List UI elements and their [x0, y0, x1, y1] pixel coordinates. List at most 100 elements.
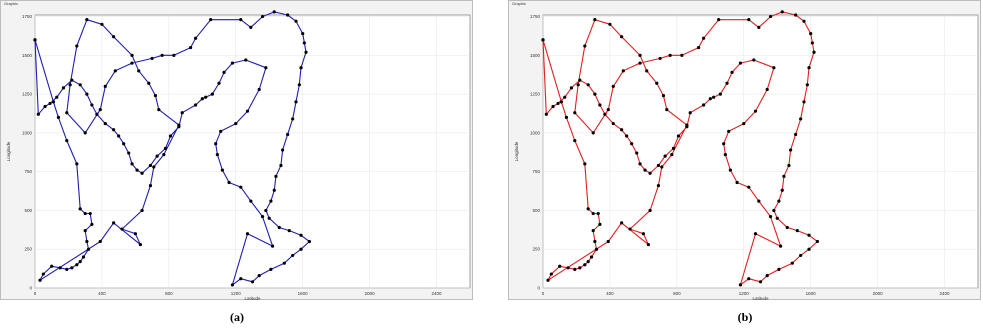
- city-point: [138, 242, 143, 247]
- city-point: [98, 108, 102, 112]
- city-point: [234, 121, 238, 126]
- city-point: [646, 242, 651, 247]
- city-point: [638, 53, 642, 57]
- panel-title: Graphic: [4, 1, 19, 6]
- city-point: [558, 264, 562, 268]
- city-point: [648, 208, 652, 213]
- city-point: [559, 100, 564, 104]
- city-point: [249, 25, 253, 30]
- figure-caption-b: (b): [737, 310, 753, 324]
- city-point: [708, 97, 712, 101]
- city-point: [58, 266, 62, 270]
- city-point: [777, 199, 781, 203]
- city-point: [282, 261, 286, 265]
- city-point: [75, 44, 79, 48]
- city-point: [172, 53, 176, 57]
- city-point: [768, 215, 773, 219]
- city-point: [65, 139, 69, 143]
- city-point: [780, 188, 784, 192]
- city-point: [621, 69, 625, 73]
- city-point: [36, 112, 40, 116]
- x-tick-label: 1200: [231, 291, 242, 296]
- y-tick-label: 1000: [22, 130, 33, 135]
- city-point: [583, 263, 587, 267]
- city-point: [718, 92, 722, 96]
- city-point: [103, 84, 107, 88]
- city-point: [569, 86, 574, 90]
- city-point: [147, 81, 151, 85]
- city-point: [578, 78, 582, 82]
- city-point: [591, 211, 595, 216]
- city-point: [257, 87, 261, 92]
- city-point: [815, 239, 819, 244]
- city-point: [33, 38, 37, 42]
- city-point: [230, 61, 235, 65]
- city-point: [752, 58, 756, 62]
- city-point: [753, 232, 758, 236]
- city-point: [807, 247, 811, 251]
- x-tick-label: 0: [34, 291, 37, 296]
- city-point: [546, 278, 550, 282]
- x-axis-label: Latitude: [752, 296, 769, 301]
- city-point: [787, 163, 791, 168]
- city-point: [671, 146, 676, 150]
- city-point: [177, 125, 181, 129]
- city-point: [747, 18, 751, 22]
- y-tick-label: 1500: [530, 53, 541, 58]
- city-point: [245, 232, 250, 236]
- city-point: [239, 185, 243, 189]
- city-point: [217, 81, 221, 85]
- city-point: [772, 208, 776, 213]
- route-plot-a: 0 400 800 1200 1600 2000 2400 0 250 500 750 1000 125…: [6, 10, 471, 301]
- city-point: [140, 208, 144, 213]
- city-point: [163, 146, 168, 150]
- city-point: [789, 148, 793, 152]
- city-point: [753, 109, 758, 113]
- city-point: [611, 121, 615, 126]
- city-point: [220, 168, 224, 172]
- x-axis-label: Latitude: [244, 296, 261, 301]
- city-point: [802, 19, 806, 23]
- city-point: [549, 272, 553, 276]
- city-point: [594, 247, 599, 251]
- city-point: [294, 19, 298, 23]
- city-point: [635, 151, 639, 155]
- city-point: [655, 81, 659, 85]
- y-tick-label: 250: [24, 247, 32, 252]
- city-point: [274, 174, 278, 178]
- city-point: [239, 277, 243, 281]
- city-point: [302, 41, 306, 45]
- city-point: [768, 14, 773, 19]
- city-point: [83, 211, 87, 216]
- x-tick-label: 2400: [432, 291, 443, 296]
- city-point: [717, 18, 721, 22]
- city-point: [78, 207, 82, 211]
- city-point: [809, 32, 813, 36]
- city-point: [239, 18, 243, 22]
- city-point: [127, 151, 131, 155]
- city-point: [680, 53, 684, 57]
- city-point: [65, 111, 69, 115]
- city-point: [807, 66, 811, 70]
- plot-area: [34, 14, 471, 289]
- x-tick-label: 0: [542, 291, 545, 296]
- city-point: [606, 239, 610, 244]
- city-point: [591, 229, 595, 233]
- city-point: [304, 50, 308, 54]
- city-point: [100, 22, 104, 26]
- city-point: [668, 53, 672, 57]
- city-point: [244, 58, 248, 62]
- city-point: [790, 261, 794, 265]
- city-point: [638, 61, 642, 65]
- city-point: [150, 56, 154, 61]
- city-point: [777, 267, 781, 271]
- figure-caption-a: (a): [230, 310, 244, 324]
- city-point: [603, 112, 607, 116]
- x-tick-label: 800: [673, 291, 681, 296]
- city-point: [742, 121, 746, 126]
- city-point: [204, 95, 208, 99]
- city-point: [117, 134, 121, 138]
- city-point: [728, 168, 732, 172]
- city-point: [563, 95, 567, 99]
- city-point: [219, 129, 223, 133]
